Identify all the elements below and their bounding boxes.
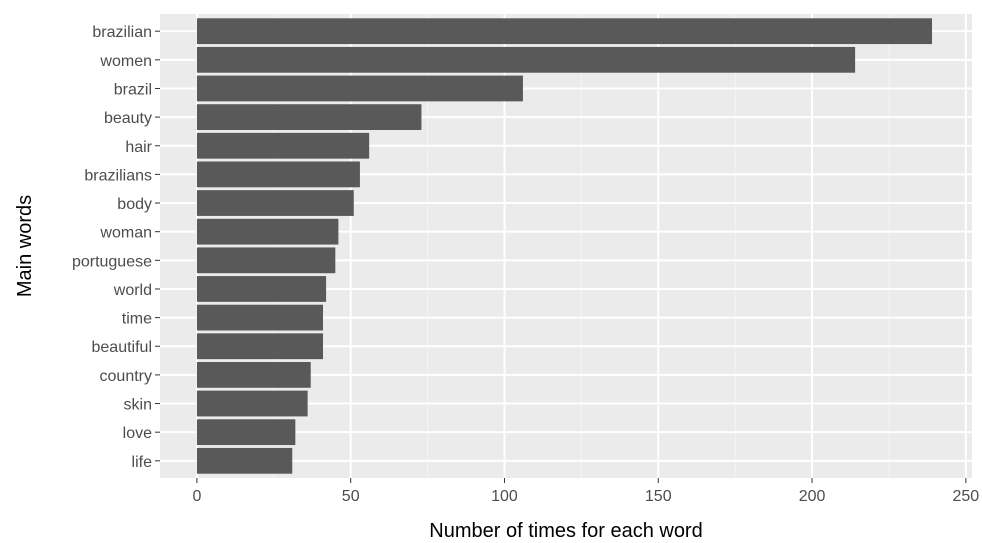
major-gridlines bbox=[160, 14, 972, 478]
y-tick-label: brazilian bbox=[92, 24, 152, 41]
bar-women bbox=[196, 46, 856, 73]
y-tick-label: body bbox=[117, 196, 152, 213]
x-tick-label: 250 bbox=[952, 488, 979, 505]
y-tick-label: portuguese bbox=[72, 253, 152, 270]
y-tick-label: country bbox=[100, 368, 152, 385]
bar-brazilians bbox=[196, 161, 360, 188]
bar-skin bbox=[196, 390, 308, 417]
y-tick-label: world bbox=[113, 282, 152, 299]
x-axis: 0 50 100 150 200 250 bbox=[192, 478, 979, 505]
bar-beautiful bbox=[196, 333, 324, 360]
y-tick-label: beauty bbox=[104, 110, 152, 127]
bar-country bbox=[196, 362, 311, 388]
bar-brazilian bbox=[196, 18, 933, 45]
y-tick-label: brazilians bbox=[84, 167, 152, 184]
x-axis-title: Number of times for each word bbox=[429, 520, 702, 542]
x-tick-label: 0 bbox=[192, 488, 201, 505]
bar-love bbox=[196, 419, 296, 446]
bar-life bbox=[196, 447, 293, 474]
x-tick-label: 150 bbox=[645, 488, 672, 505]
y-tick-label: beautiful bbox=[92, 339, 153, 356]
bar-hair bbox=[196, 132, 370, 159]
y-tick-label: life bbox=[132, 454, 153, 471]
x-tick-label: 200 bbox=[799, 488, 826, 505]
bar-portuguese bbox=[196, 247, 336, 274]
bar-woman bbox=[196, 218, 339, 245]
y-axis-title: Main words bbox=[14, 195, 36, 297]
bar-time bbox=[196, 304, 324, 331]
bar-world bbox=[196, 276, 327, 302]
y-tick-label: time bbox=[122, 311, 152, 328]
bar-body bbox=[196, 190, 354, 216]
y-axis: brazilian women brazil beauty hair brazilians… bbox=[72, 24, 160, 471]
y-tick-label: love bbox=[123, 425, 152, 442]
y-tick-label: women bbox=[99, 53, 152, 70]
x-tick-label: 50 bbox=[342, 488, 360, 505]
y-tick-label: woman bbox=[99, 225, 152, 242]
bar-beauty bbox=[196, 104, 422, 130]
y-tick-label: skin bbox=[124, 397, 152, 414]
x-tick-label: 100 bbox=[491, 488, 518, 505]
y-tick-label: hair bbox=[125, 139, 152, 156]
y-tick-label: brazil bbox=[114, 81, 152, 98]
bar-brazil bbox=[196, 75, 523, 102]
bars bbox=[196, 18, 933, 474]
